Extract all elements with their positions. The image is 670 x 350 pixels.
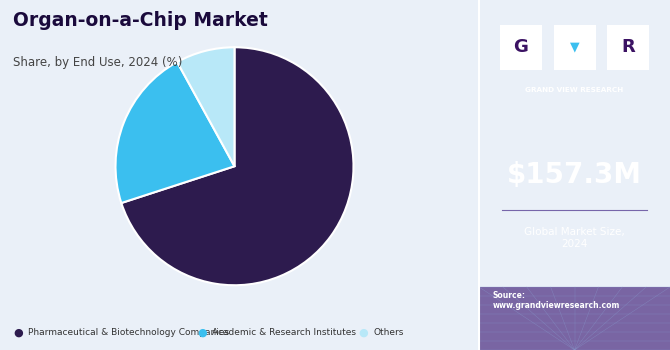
Text: ●: ● xyxy=(358,328,369,337)
Text: ●: ● xyxy=(198,328,208,337)
Wedge shape xyxy=(177,47,234,166)
Text: Share, by End Use, 2024 (%): Share, by End Use, 2024 (%) xyxy=(13,56,183,69)
Bar xyxy=(479,287,670,350)
Text: R: R xyxy=(621,38,635,56)
Wedge shape xyxy=(121,47,354,285)
Text: ●: ● xyxy=(13,328,23,337)
Bar xyxy=(607,25,649,70)
Text: Others: Others xyxy=(373,328,403,337)
Text: Organ-on-a-Chip Market: Organ-on-a-Chip Market xyxy=(13,10,268,29)
Text: Pharmaceutical & Biotechnology Companies: Pharmaceutical & Biotechnology Companies xyxy=(28,328,229,337)
Text: ▼: ▼ xyxy=(570,41,580,54)
Text: Academic & Research Institutes: Academic & Research Institutes xyxy=(212,328,356,337)
Text: G: G xyxy=(514,38,529,56)
Wedge shape xyxy=(115,62,234,203)
Text: GRAND VIEW RESEARCH: GRAND VIEW RESEARCH xyxy=(525,88,624,93)
Bar xyxy=(500,25,542,70)
Text: Global Market Size,
2024: Global Market Size, 2024 xyxy=(524,228,625,249)
Bar xyxy=(553,25,596,70)
Text: $157.3M: $157.3M xyxy=(507,161,642,189)
Text: Source:
www.grandviewresearch.com: Source: www.grandviewresearch.com xyxy=(492,290,620,310)
